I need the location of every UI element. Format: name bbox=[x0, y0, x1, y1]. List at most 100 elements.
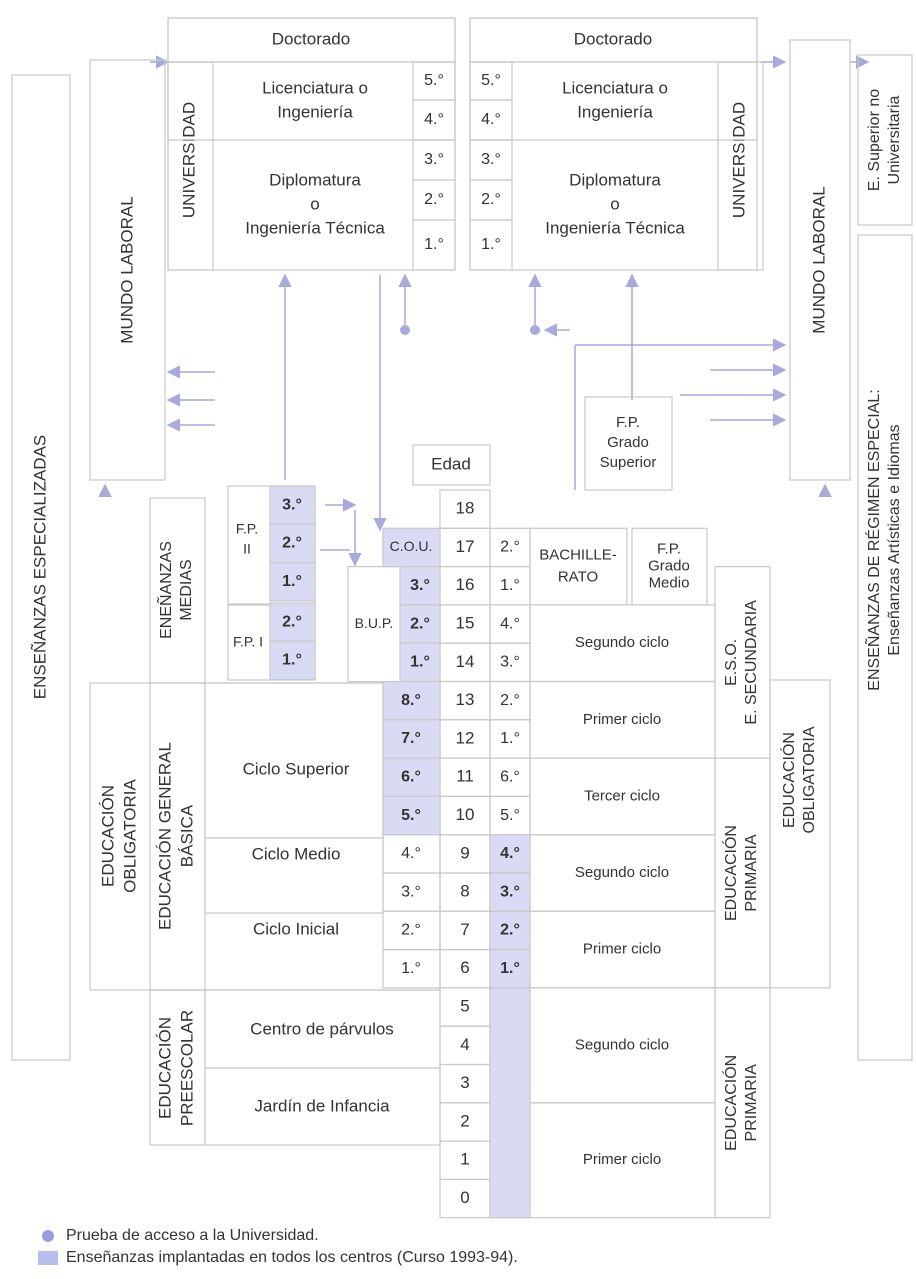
label: 14 bbox=[456, 652, 475, 671]
label: E.S.O. bbox=[723, 639, 740, 686]
label: B.U.P. bbox=[355, 615, 394, 631]
label: 10 bbox=[456, 805, 475, 824]
label: 2.° bbox=[401, 922, 421, 939]
label: RATO bbox=[558, 569, 598, 586]
label: 3.° bbox=[500, 654, 520, 671]
cell bbox=[412, 219, 456, 271]
label: Diplomatura bbox=[269, 170, 361, 189]
label: Centro de párvulos bbox=[250, 1019, 394, 1038]
label: 2.° bbox=[282, 535, 302, 552]
cell bbox=[469, 219, 513, 271]
cell bbox=[167, 61, 456, 141]
cell bbox=[204, 837, 384, 914]
label: Doctorado bbox=[574, 29, 652, 48]
label: 2.° bbox=[500, 692, 520, 709]
label: 1.° bbox=[481, 236, 501, 253]
label: Grado bbox=[607, 434, 649, 451]
cell bbox=[469, 61, 758, 141]
label: Ingeniería Técnica bbox=[545, 218, 685, 237]
label: PREESCOLAR bbox=[177, 1010, 196, 1126]
cell bbox=[789, 39, 851, 481]
label: 3.° bbox=[424, 151, 444, 168]
label: Grado bbox=[648, 558, 690, 575]
label: Enseñanzas Artísticas e Idiomas bbox=[886, 424, 903, 655]
label: 4.° bbox=[500, 845, 520, 862]
label: 1.° bbox=[500, 577, 520, 594]
label: o bbox=[310, 194, 319, 213]
label: Primer ciclo bbox=[583, 1151, 661, 1168]
label: EDUCACIÓN GENERAL bbox=[155, 742, 174, 930]
label: 3.° bbox=[401, 883, 421, 900]
legend-text: Enseñanzas implantadas en todos los cent… bbox=[66, 1249, 518, 1266]
label: PRIMARIA bbox=[743, 1064, 760, 1142]
cell bbox=[269, 523, 316, 564]
label: Segundo ciclo bbox=[575, 634, 669, 651]
label: 3.° bbox=[282, 496, 302, 513]
label: 5.° bbox=[500, 807, 520, 824]
label: 13 bbox=[456, 690, 475, 709]
label: Edad bbox=[431, 454, 471, 473]
label: Licenciatura o bbox=[562, 78, 668, 97]
cell bbox=[529, 527, 628, 606]
label: EDUCACIÓN bbox=[98, 785, 117, 887]
label: 0 bbox=[460, 1188, 469, 1207]
label: MEDIAS bbox=[178, 559, 195, 620]
label: Ciclo Inicial bbox=[253, 919, 339, 938]
label: Universitaria bbox=[886, 95, 903, 184]
label: BACHILLE- bbox=[539, 547, 617, 564]
label: 1.° bbox=[282, 573, 302, 590]
label: 18 bbox=[456, 499, 475, 518]
label: 1.° bbox=[500, 730, 520, 747]
cell bbox=[399, 642, 441, 683]
label: 6.° bbox=[500, 768, 520, 785]
label: Segundo ciclo bbox=[575, 1036, 669, 1053]
label: MUNDO LABORAL bbox=[809, 186, 828, 333]
label: 2.° bbox=[500, 922, 520, 939]
label: Medio bbox=[649, 575, 690, 592]
label: 2.° bbox=[500, 539, 520, 556]
label: 7.° bbox=[401, 730, 421, 747]
label: Jardín de Infancia bbox=[254, 1096, 390, 1115]
label: 1.° bbox=[282, 652, 302, 669]
label: 4.° bbox=[500, 615, 520, 632]
cell bbox=[382, 948, 441, 989]
label: Primer ciclo bbox=[583, 711, 661, 728]
label: 2.° bbox=[410, 615, 430, 632]
label: Diplomatura bbox=[569, 170, 661, 189]
label: C.O.U. bbox=[390, 538, 433, 554]
label: Primer ciclo bbox=[583, 941, 661, 958]
cell bbox=[857, 234, 913, 1061]
label: EDUCACIÓN bbox=[721, 1055, 740, 1151]
label: F.P. bbox=[236, 521, 258, 537]
label: 8.° bbox=[401, 692, 421, 709]
cell bbox=[204, 1067, 441, 1146]
label: OBLIGATORIA bbox=[120, 779, 139, 893]
cell bbox=[269, 485, 316, 525]
label: 1 bbox=[460, 1150, 469, 1169]
label: Tercer ciclo bbox=[584, 787, 660, 804]
label: E. SECUNDARIA bbox=[743, 600, 760, 725]
label: EDUCACIÓN bbox=[721, 825, 740, 921]
legend-swatch bbox=[38, 1251, 58, 1265]
cell bbox=[584, 396, 673, 491]
label: Ingeniería bbox=[277, 102, 353, 121]
label: MUNDO LABORAL bbox=[117, 196, 136, 343]
label: 6.° bbox=[401, 768, 421, 785]
cell bbox=[269, 640, 316, 681]
cell bbox=[382, 757, 441, 797]
label: o bbox=[610, 194, 619, 213]
cell bbox=[382, 680, 441, 721]
label: 3.° bbox=[481, 151, 501, 168]
cell bbox=[714, 987, 771, 1219]
cell bbox=[412, 444, 491, 486]
label: 5.° bbox=[481, 72, 501, 89]
cell bbox=[382, 527, 441, 568]
label: 2 bbox=[460, 1111, 469, 1130]
label: 9 bbox=[460, 843, 469, 862]
label: 3 bbox=[460, 1073, 469, 1092]
label: 16 bbox=[456, 575, 475, 594]
cell bbox=[857, 54, 913, 226]
label: F.P. bbox=[616, 414, 640, 431]
label: 8 bbox=[460, 882, 469, 901]
label: 3.° bbox=[410, 577, 430, 594]
